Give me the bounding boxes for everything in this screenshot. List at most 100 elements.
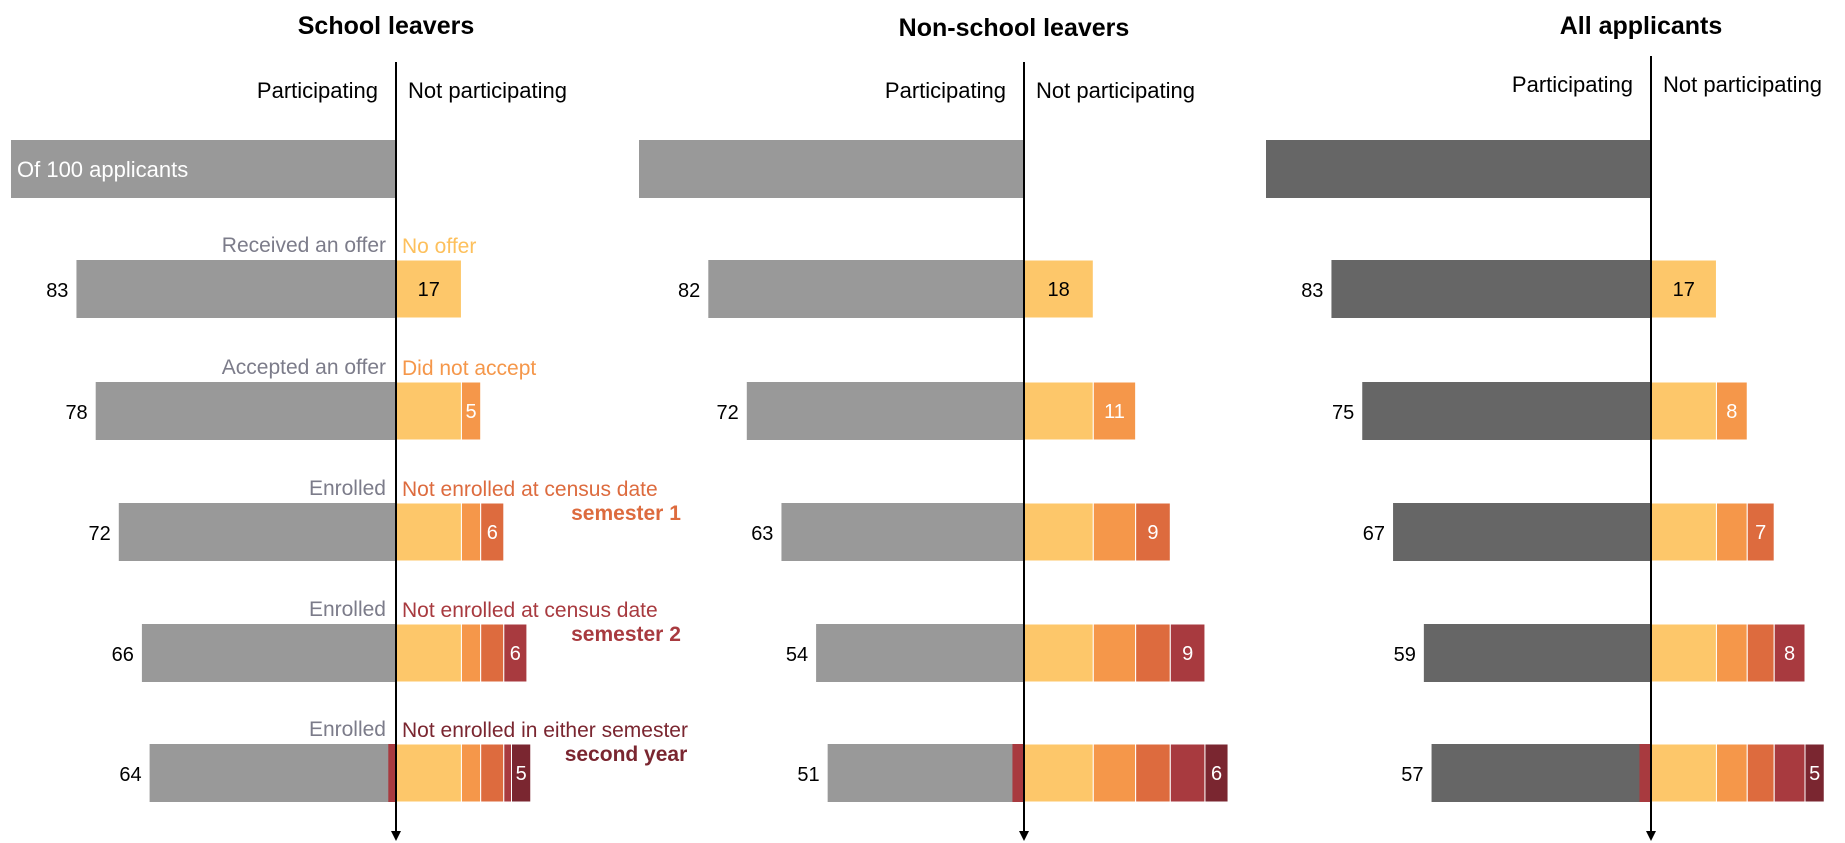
not-participating-segment bbox=[1773, 623, 1806, 683]
segment-value-label: 17 bbox=[418, 279, 440, 301]
participating-bar bbox=[746, 382, 1024, 440]
side-label-participating: Participating bbox=[257, 78, 378, 103]
participating-bar bbox=[708, 260, 1024, 318]
stage-row-0 bbox=[1266, 140, 1651, 198]
not-participating-segment bbox=[1135, 502, 1171, 562]
participating-bar bbox=[95, 382, 396, 440]
participating-bar bbox=[141, 624, 396, 682]
not-participating-segment bbox=[460, 743, 482, 803]
stage-label-not-participating: No offer bbox=[402, 235, 476, 258]
participating-bar bbox=[1266, 140, 1651, 198]
stage-row-3: 6 72 Enrolled Not enrolled at census datese… bbox=[89, 477, 681, 562]
segment-value-label: 5 bbox=[466, 401, 477, 423]
not-participating-segment bbox=[460, 381, 482, 441]
not-participating-segment bbox=[395, 743, 462, 803]
participating-value-label: 67 bbox=[1363, 523, 1385, 545]
participating-bar bbox=[1362, 382, 1651, 440]
not-participating-segment bbox=[1204, 743, 1229, 803]
participating-value-label: 83 bbox=[1301, 280, 1323, 302]
segment-value-label: 8 bbox=[1784, 643, 1795, 665]
stage-label-not-participating: Not enrolled in either semester bbox=[402, 719, 688, 742]
participating-value-label: 66 bbox=[112, 644, 134, 666]
participating-bar bbox=[1423, 624, 1651, 682]
participating-bar bbox=[11, 140, 396, 198]
not-participating-segment bbox=[395, 502, 462, 562]
not-participating-segment bbox=[480, 623, 505, 683]
not-participating-segment bbox=[1650, 743, 1717, 803]
stage-label-bold: semester 1 bbox=[571, 502, 681, 525]
not-participating-segment bbox=[1023, 381, 1094, 441]
participating-bar bbox=[781, 503, 1024, 561]
not-participating-segment bbox=[1746, 623, 1775, 683]
stage-label-bold: semester 2 bbox=[571, 623, 681, 646]
not-participating-segment bbox=[460, 623, 482, 683]
not-participating-segment bbox=[480, 743, 505, 803]
segment-value-label: 6 bbox=[487, 522, 498, 544]
not-participating-segment bbox=[395, 623, 462, 683]
stage-label-participating: Enrolled bbox=[309, 477, 386, 500]
not-participating-segment bbox=[480, 502, 505, 562]
panel-title: All applicants bbox=[1560, 12, 1723, 40]
not-participating-segment bbox=[1715, 502, 1748, 562]
not-participating-segment bbox=[1092, 623, 1137, 683]
panels: School leavers Participating Not participa… bbox=[11, 12, 1825, 841]
side-label-participating: Participating bbox=[1512, 72, 1633, 97]
participating-value-label: 72 bbox=[717, 402, 739, 424]
stage-row-2: 11 72 bbox=[717, 381, 1137, 441]
not-participating-segment bbox=[1092, 743, 1137, 803]
not-participating-segment bbox=[1746, 743, 1775, 803]
segment-value-label: 6 bbox=[1211, 763, 1222, 785]
stage-label-not-participating: Did not accept bbox=[402, 357, 536, 380]
not-participating-segment bbox=[1773, 743, 1806, 803]
stage-label-not-participating: Not enrolled at census date bbox=[402, 599, 658, 622]
panel-title: School leavers bbox=[298, 12, 474, 40]
side-label-not-participating: Not participating bbox=[1036, 78, 1195, 103]
not-participating-segment bbox=[1746, 502, 1775, 562]
not-participating-segment bbox=[1135, 623, 1171, 683]
not-participating-segment bbox=[1092, 381, 1137, 441]
not-participating-segment bbox=[395, 259, 462, 319]
not-participating-segment bbox=[1715, 381, 1748, 441]
participating-value-label: 63 bbox=[751, 523, 773, 545]
not-participating-segment bbox=[395, 381, 462, 441]
stage-row-2: 5 78 Accepted an offer Did not accept bbox=[65, 356, 536, 441]
not-participating-segment bbox=[1023, 743, 1094, 803]
participating-value-label: 54 bbox=[786, 644, 808, 666]
returning-sliver bbox=[1012, 744, 1024, 802]
not-participating-segment bbox=[1023, 259, 1094, 319]
side-label-participating: Participating bbox=[885, 78, 1006, 103]
segment-value-label: 5 bbox=[516, 763, 527, 785]
side-label-not-participating: Not participating bbox=[1663, 72, 1822, 97]
not-participating-segment bbox=[1650, 502, 1717, 562]
participating-bar bbox=[1431, 744, 1651, 802]
stage-row-4: 8 59 bbox=[1394, 623, 1806, 683]
stage-label-participating: Accepted an offer bbox=[222, 356, 386, 379]
participating-value-label: 72 bbox=[89, 523, 111, 545]
segment-value-label: 17 bbox=[1673, 279, 1695, 301]
participating-bar bbox=[827, 744, 1024, 802]
stage-row-3: 9 63 bbox=[751, 502, 1171, 562]
not-participating-segment bbox=[1169, 623, 1206, 683]
participating-bar bbox=[149, 744, 396, 802]
not-participating-segment bbox=[511, 743, 532, 803]
stage-row-5: 5 64 Enrolled Not enrolled in either semest… bbox=[119, 718, 688, 803]
not-participating-segment bbox=[1715, 623, 1748, 683]
participating-bar bbox=[1331, 260, 1651, 318]
participating-bar bbox=[118, 503, 397, 561]
not-participating-segment bbox=[1023, 623, 1094, 683]
not-participating-segment bbox=[1092, 502, 1137, 562]
stage-row-1: 17 83 Received an offer No offer bbox=[46, 234, 476, 319]
not-participating-segment bbox=[1650, 623, 1717, 683]
stage-row-5: 5 57 bbox=[1401, 743, 1825, 803]
panel-2: All applicants Participating Not participa… bbox=[1266, 12, 1825, 841]
returning-sliver bbox=[388, 744, 396, 802]
not-participating-segment bbox=[503, 743, 512, 803]
stage-row-5: 6 51 bbox=[797, 743, 1229, 803]
panel-title: Non-school leavers bbox=[899, 14, 1130, 42]
participating-value-label: 75 bbox=[1332, 402, 1354, 424]
panel-1: Non-school leavers Participating Not parti… bbox=[639, 14, 1229, 841]
